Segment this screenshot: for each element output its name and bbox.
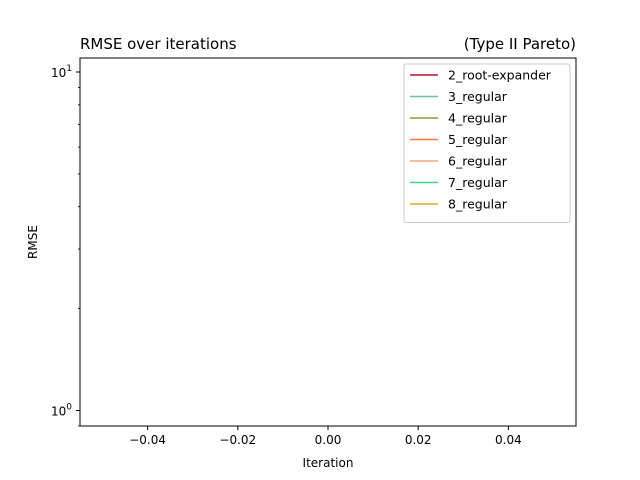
legend: 2_root-expander 3_regular 4_regular 5_regul… bbox=[403, 63, 571, 223]
x-axis-label: Iteration bbox=[303, 456, 354, 470]
chart-title: RMSE over iterations bbox=[80, 35, 237, 53]
x-tick-label: −0.02 bbox=[219, 433, 256, 447]
legend-label: 2_root-expander bbox=[448, 68, 552, 83]
legend-label: 8_regular bbox=[448, 197, 508, 212]
legend-label: 6_regular bbox=[448, 154, 508, 169]
y-tick-label: 101 bbox=[51, 64, 72, 80]
x-tick-label: 0.04 bbox=[495, 433, 522, 447]
y-axis-label: RMSE bbox=[26, 225, 40, 259]
x-tick-label: 0.00 bbox=[315, 433, 342, 447]
y-tick-label: 100 bbox=[51, 403, 72, 419]
legend-label: 3_regular bbox=[448, 89, 508, 104]
x-tick-label: 0.02 bbox=[405, 433, 432, 447]
chart-subtitle: (Type II Pareto) bbox=[464, 35, 576, 53]
x-axis: −0.04 −0.02 0.00 0.02 0.04 bbox=[129, 426, 522, 447]
legend-box bbox=[403, 63, 571, 223]
legend-label: 4_regular bbox=[448, 111, 508, 126]
legend-label: 5_regular bbox=[448, 132, 508, 147]
y-axis: 100 101 bbox=[51, 64, 80, 427]
legend-label: 7_regular bbox=[448, 175, 508, 190]
x-tick-label: −0.04 bbox=[129, 433, 166, 447]
